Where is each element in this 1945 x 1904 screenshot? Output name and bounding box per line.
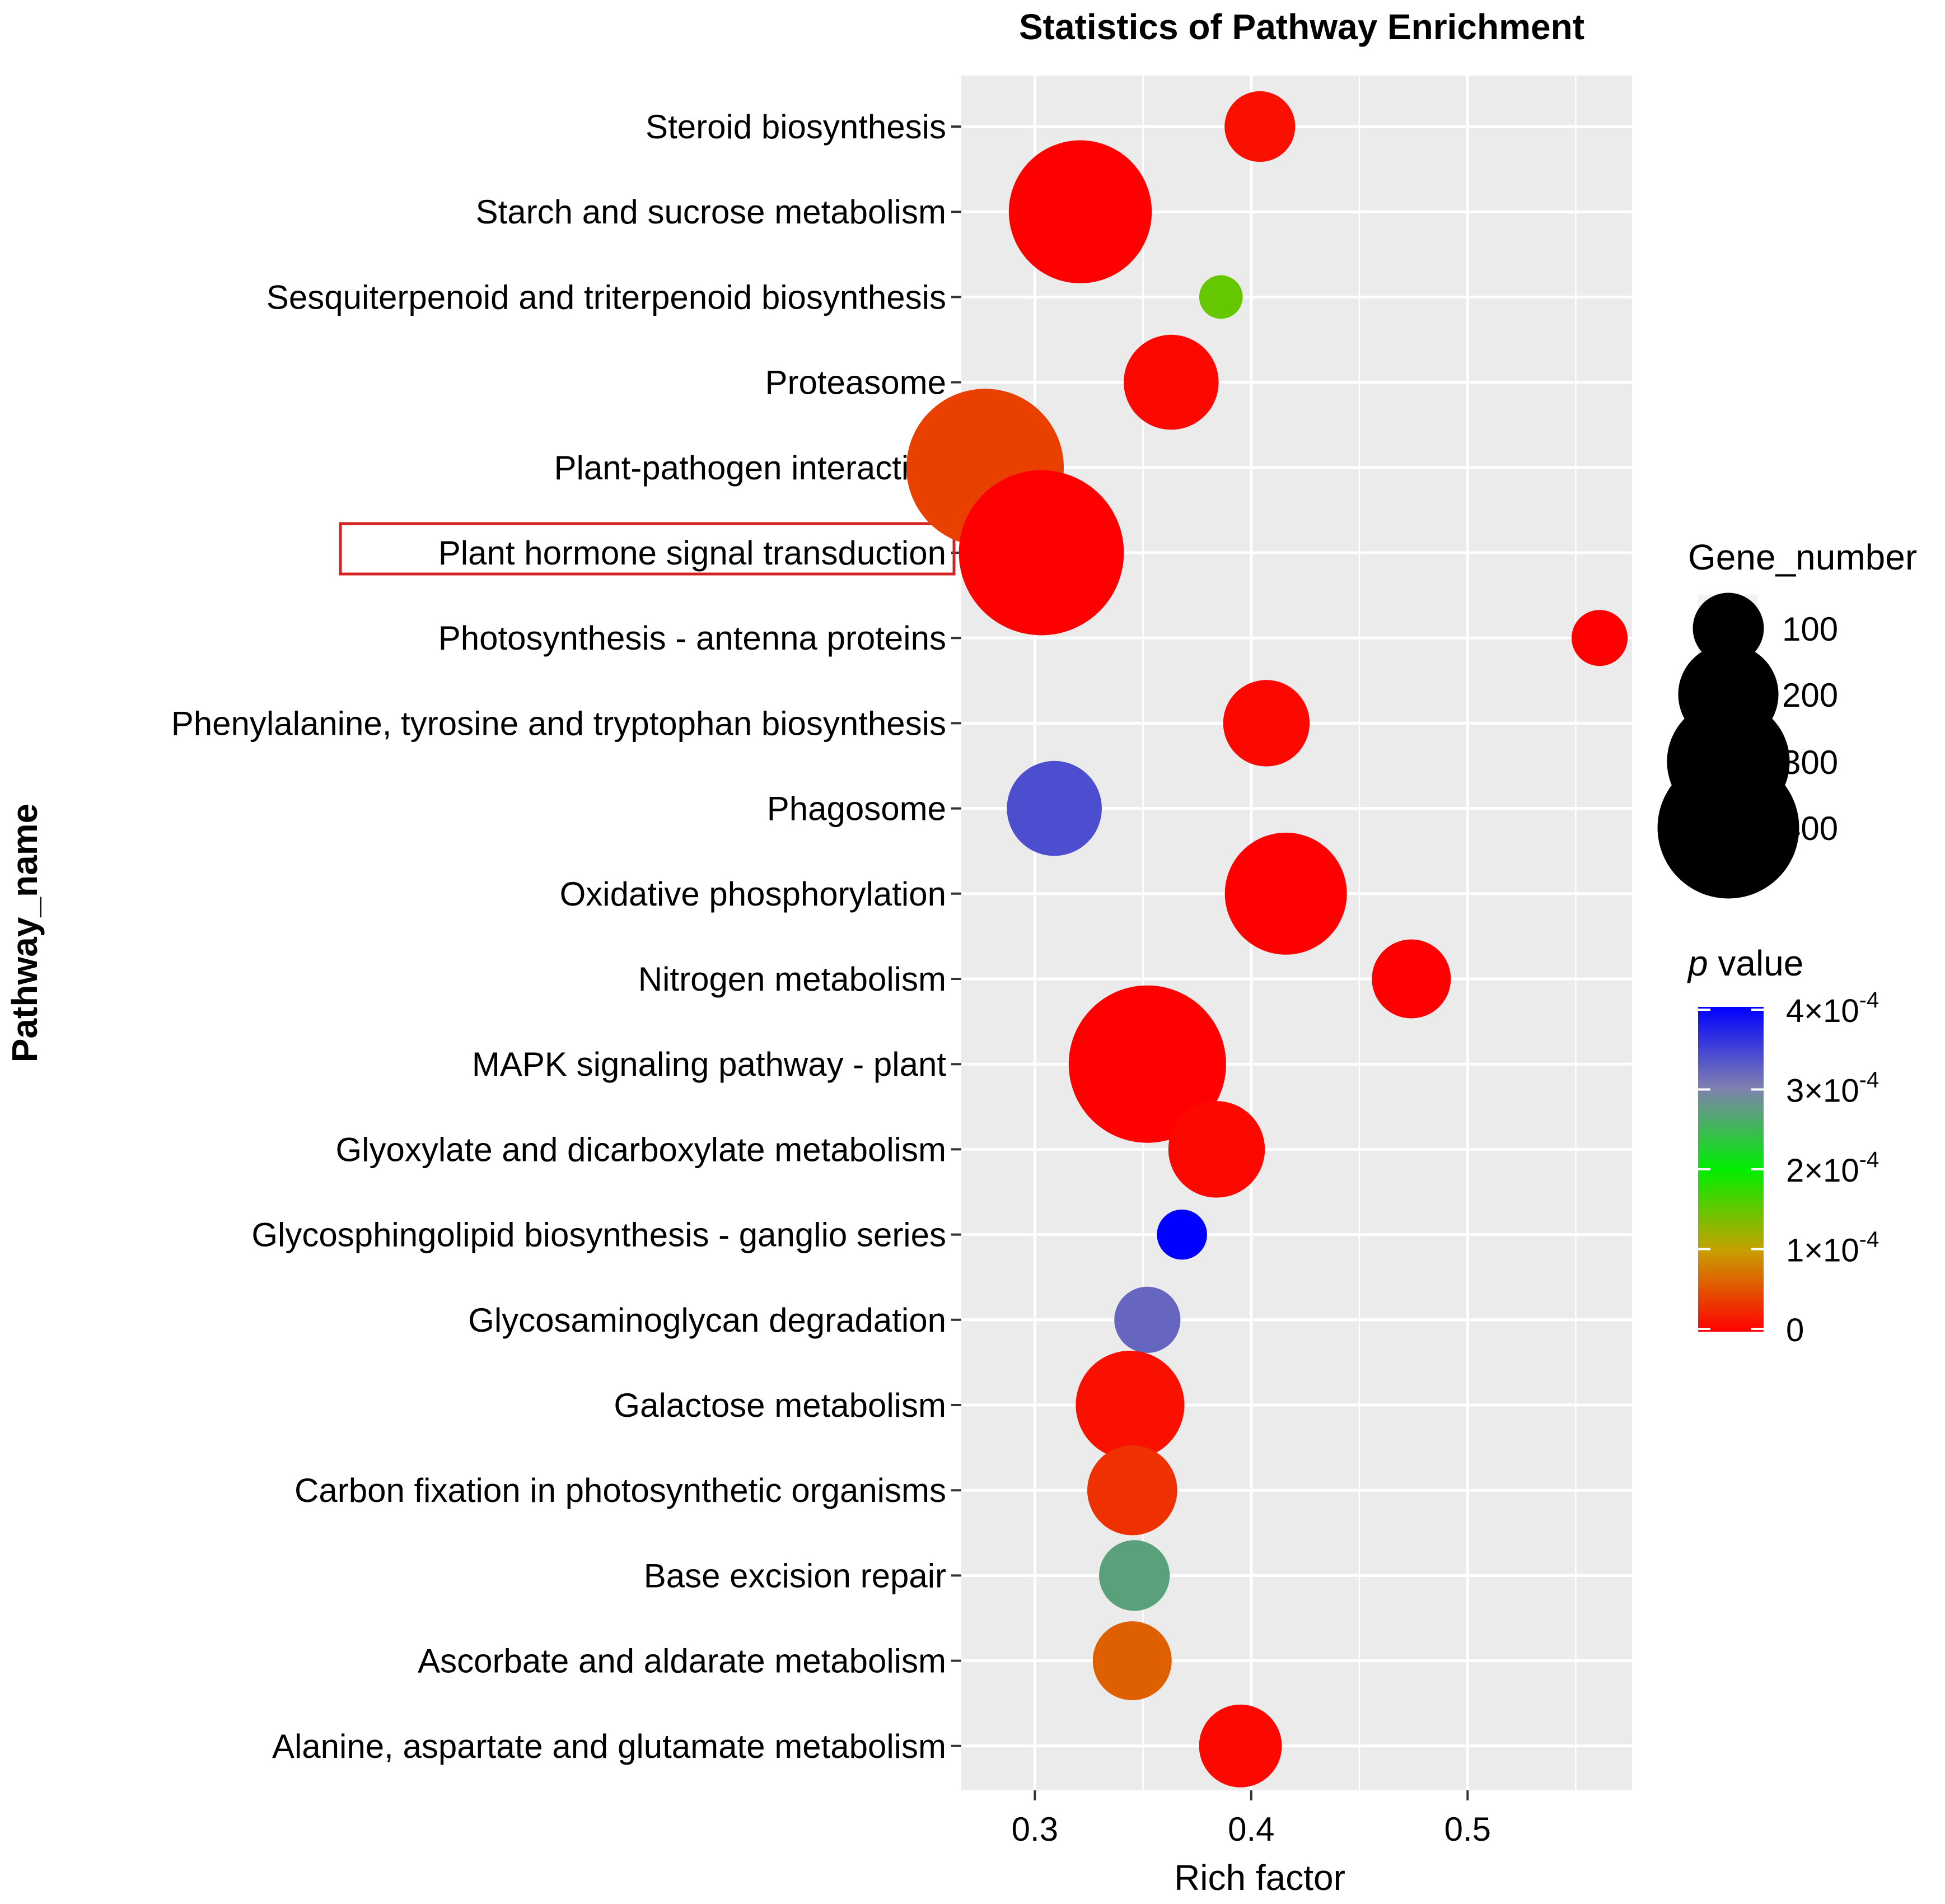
data-point — [1572, 610, 1628, 666]
x-tick-label: 0.3 — [1012, 1810, 1058, 1848]
x-tick-label: 0.4 — [1228, 1810, 1274, 1848]
color-legend-label: 2×10-4 — [1786, 1147, 1879, 1189]
y-tick-label: Photosynthesis - antenna proteins — [438, 619, 946, 657]
y-axis-label: Pathway_name — [4, 804, 45, 1062]
data-point — [1092, 1621, 1172, 1701]
data-point — [1124, 334, 1219, 430]
data-point — [1199, 275, 1243, 319]
color-legend-title-rest: value — [1708, 943, 1804, 983]
color-legend-mantissa: 2×10 — [1786, 1152, 1859, 1189]
y-tick-label: Glycosphingolipid biosynthesis - ganglio… — [251, 1216, 946, 1254]
color-legend-label: 1×10-4 — [1786, 1228, 1879, 1269]
y-tick-label: Phenylalanine, tyrosine and tryptophan b… — [171, 704, 946, 742]
size-legend-dot — [1657, 757, 1799, 899]
y-tick-label: Sesquiterpenoid and triterpenoid biosynt… — [266, 278, 946, 316]
size-legend-label: 100 — [1782, 610, 1838, 648]
data-points — [906, 91, 1628, 1788]
color-legend-mantissa: 3×10 — [1786, 1073, 1859, 1109]
color-legend: p value 4×10-43×10-42×10-41×10-40 — [1687, 943, 1879, 1348]
y-tick-label: Plant hormone signal transduction — [438, 534, 946, 572]
color-legend-mantissa: 0 — [1786, 1312, 1804, 1348]
color-legend-exponent: -4 — [1859, 1228, 1879, 1252]
color-legend-mantissa: 4×10 — [1786, 993, 1859, 1029]
color-legend-mantissa: 1×10 — [1786, 1233, 1859, 1269]
x-axis-label: Rich factor — [1174, 1858, 1345, 1898]
chart-title: Statistics of Pathway Enrichment — [1019, 7, 1584, 47]
data-point — [1224, 91, 1296, 162]
data-point — [1199, 1704, 1282, 1788]
x-tick-label: 0.5 — [1444, 1810, 1491, 1848]
x-axis: 0.3 0.4 0.5 — [1012, 1790, 1491, 1848]
size-legend-label: 300 — [1782, 744, 1838, 781]
y-tick-label: Alanine, aspartate and glutamate metabol… — [272, 1728, 946, 1765]
color-legend-label: 3×10-4 — [1786, 1068, 1879, 1109]
color-legend-exponent: -4 — [1859, 1068, 1879, 1093]
y-tick-label: Plant-pathogen interaction — [554, 449, 947, 487]
data-point — [1114, 1286, 1181, 1353]
color-legend-exponent: -4 — [1859, 1147, 1879, 1172]
y-tick-label: Carbon fixation in photosynthetic organi… — [294, 1472, 946, 1509]
y-tick-label: Galactose metabolism — [614, 1387, 946, 1424]
size-legend-label: 200 — [1782, 676, 1838, 714]
y-tick-label: Steroid biosynthesis — [646, 108, 946, 146]
size-legend-dot — [1692, 592, 1764, 664]
data-point — [1223, 680, 1310, 767]
size-legend: Gene_number 100 200 300 400 — [1657, 537, 1917, 899]
data-point — [1372, 939, 1451, 1019]
y-tick-label: Proteasome — [765, 364, 947, 402]
y-tick-label: Glycosaminoglycan degradation — [468, 1301, 946, 1339]
data-point — [1076, 1351, 1185, 1459]
data-point — [1224, 832, 1347, 955]
data-point — [1068, 985, 1226, 1143]
data-point — [1087, 1445, 1177, 1536]
color-legend-title: p value — [1687, 943, 1803, 983]
highlight-box — [339, 522, 956, 576]
color-legend-title-p: p — [1687, 943, 1708, 983]
size-legend-label: 400 — [1782, 810, 1838, 847]
major-grid — [961, 76, 1632, 1790]
y-tick-label: Oxidative phosphorylation — [560, 875, 946, 913]
data-point — [1099, 1540, 1170, 1611]
y-tick-label: MAPK signaling pathway - plant — [472, 1046, 946, 1083]
y-tick-label: Starch and sucrose metabolism — [476, 193, 946, 231]
y-tick-label: Glyoxylate and dicarboxylate metabolism — [335, 1131, 946, 1168]
data-point — [1007, 760, 1102, 856]
color-legend-exponent: -4 — [1859, 988, 1879, 1012]
size-legend-title: Gene_number — [1688, 537, 1917, 577]
y-tick-label: Nitrogen metabolism — [638, 960, 946, 998]
data-point — [959, 470, 1124, 636]
y-axis: Steroid biosynthesis Starch and sucrose m… — [171, 108, 961, 1765]
y-tick-label: Ascorbate and aldarate metabolism — [418, 1642, 946, 1680]
data-point — [1168, 1101, 1265, 1198]
y-tick-label: Phagosome — [767, 790, 946, 828]
data-point — [1008, 140, 1152, 283]
y-tick-label: Base excision repair — [644, 1557, 946, 1594]
color-legend-label: 4×10-4 — [1786, 988, 1879, 1029]
color-legend-label: 0 — [1786, 1312, 1804, 1348]
data-point — [1157, 1209, 1207, 1260]
